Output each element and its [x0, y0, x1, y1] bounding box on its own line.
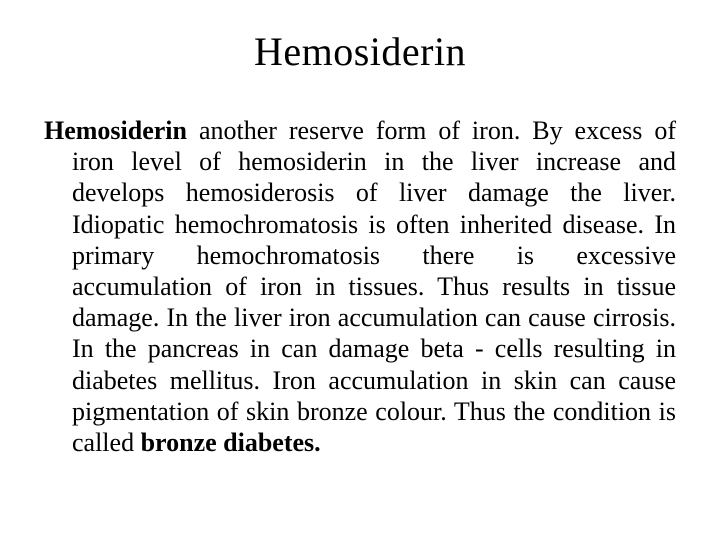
slide-title: Hemosiderin: [44, 28, 676, 75]
slide-body: Hemosiderin another reserve form of iron…: [44, 115, 676, 458]
body-text: another reserve form of iron. By excess …: [72, 116, 676, 457]
slide-container: Hemosiderin Hemosiderin another reserve …: [0, 0, 720, 540]
lead-term: Hemosiderin: [44, 116, 187, 145]
tail-term: bronze diabetes.: [141, 428, 321, 457]
